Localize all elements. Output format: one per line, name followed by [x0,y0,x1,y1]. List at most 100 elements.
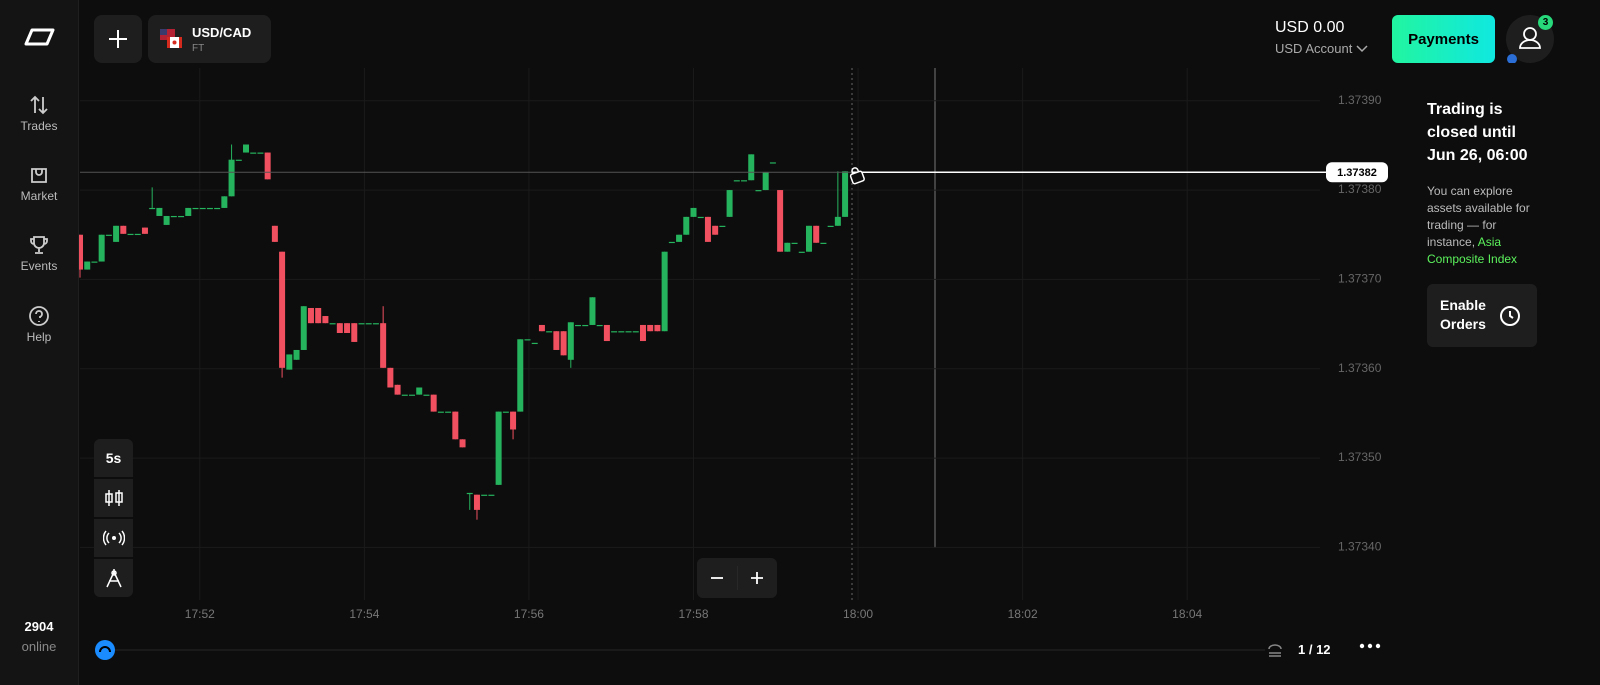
candle-body [235,159,242,161]
candle-body [329,323,336,325]
nav-events[interactable]: Events [0,234,78,273]
asset-selector[interactable]: USD/CAD FT [148,15,271,63]
candle-body [842,171,849,217]
zoom-out[interactable] [697,558,737,598]
candle-body [127,233,134,236]
pagination: 1 / 12 [1298,642,1331,657]
candle-body [228,159,235,197]
candle-body [647,324,654,332]
candle-body [481,494,488,496]
candle-body [488,494,495,496]
candle-body [538,324,545,332]
candle-body [192,207,199,210]
candle-body [495,411,502,485]
candle-body [394,384,401,395]
candle-body [250,152,257,154]
candle-body [178,215,185,218]
candle-body [344,323,351,333]
candle-body [834,216,841,226]
candle-body [257,152,264,154]
indicators-button[interactable] [94,519,133,557]
y-tick-label: 1.37350 [1338,450,1382,464]
candle-body [141,227,148,234]
candle-body [98,234,105,262]
candle-body [401,394,408,396]
candle-body [84,261,91,270]
candle-body [380,323,387,368]
add-button[interactable] [94,15,142,63]
candle-body [163,215,170,225]
candle-body [452,411,459,440]
price-tag [1326,162,1388,183]
nav-label: Market [20,189,58,203]
candle-body [437,411,444,413]
timeframe-label: 5s [105,450,122,466]
candle-body [791,242,798,244]
candle-body [726,190,733,217]
candle-body [430,394,437,412]
profile-button[interactable]: 3 [1506,15,1554,64]
candle-body [618,331,625,333]
candle-body [134,233,141,236]
candle-body [777,190,784,252]
nav-trades[interactable]: Trades [0,94,78,133]
account-name: USD Account [1275,41,1353,56]
nav-market[interactable]: Market [0,164,78,203]
timeframe-button[interactable]: 5s [94,439,133,477]
panel-link[interactable]: Asia Composite Index [1427,235,1518,266]
candle-body [416,387,423,395]
timeline-handle[interactable] [95,640,115,660]
x-tick-label: 18:04 [1172,607,1202,621]
candle-body [683,216,690,235]
enable-orders-button[interactable]: Enable Orders [1427,284,1537,347]
y-tick-label: 1.37380 [1338,182,1382,196]
candle-body [546,331,553,333]
drawing-button[interactable] [94,559,133,597]
y-tick-label: 1.37370 [1338,272,1382,286]
candle-body [820,242,827,244]
candle-body [632,331,639,333]
flags [160,29,182,48]
candle-body [567,322,574,360]
candle-body [813,225,820,243]
zoom-in[interactable] [737,558,777,598]
panel-text: You can explore assets available for tra… [1427,183,1547,268]
candle-body [315,307,322,324]
candle-body [517,339,524,412]
account-selector[interactable]: USD Account [1275,41,1368,56]
lock-icon [849,167,865,185]
nav-help[interactable]: Help [0,305,78,344]
y-tick-label: 1.37390 [1338,93,1382,107]
candle-body [769,162,776,164]
stack-icon [1268,644,1282,657]
payments-button[interactable]: Payments [1392,15,1495,63]
asset-type: FT [192,43,205,54]
candle-body [372,323,379,325]
candle-body [300,306,307,350]
logo[interactable] [24,28,55,46]
candle-body [611,331,618,333]
balance: USD 0.00 [1275,19,1345,36]
candle-body [755,190,762,192]
nav-label: Trades [20,119,58,133]
candle-body [748,154,755,181]
candle-body [243,144,250,153]
candle-body [473,494,480,510]
x-tick-label: 17:58 [678,607,708,621]
zoom-controls [697,558,777,598]
asset-name: USD/CAD [192,25,252,40]
y-tick-label: 1.37340 [1338,540,1382,554]
candle-body [553,331,560,350]
candle-body [560,331,567,356]
candle-body [170,215,177,218]
x-tick-label: 17:54 [349,607,379,621]
candle-body [827,225,834,227]
candle-body [221,196,228,208]
chart-type-button[interactable] [94,479,133,517]
candle-body [185,207,192,216]
x-tick-label: 17:52 [185,607,215,621]
more-button[interactable] [1358,640,1382,652]
enable-orders-label: Enable Orders [1440,297,1486,332]
candle-body [690,207,697,217]
